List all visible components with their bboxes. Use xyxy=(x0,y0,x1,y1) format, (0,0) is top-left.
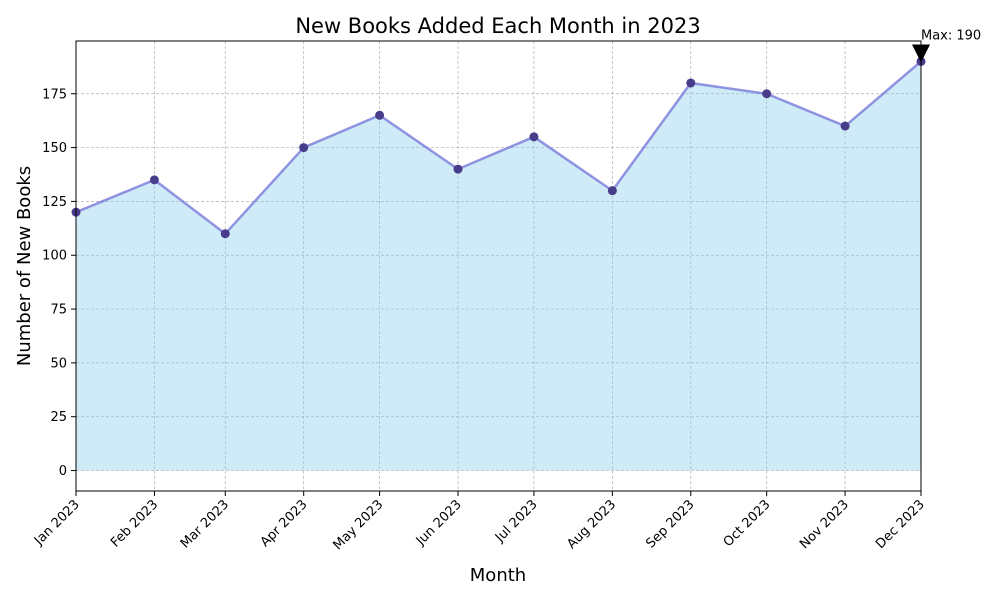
data-point xyxy=(220,229,230,239)
y-axis-ticks: 0 25 50 75 100 125 150 175 xyxy=(42,87,76,479)
y-tick-label: 175 xyxy=(42,87,67,102)
series-line xyxy=(75,60,922,235)
data-point xyxy=(149,175,159,185)
y-tick-label: 25 xyxy=(50,410,67,425)
y-tick-label: 100 xyxy=(42,249,67,264)
annotation-arrow xyxy=(912,44,930,63)
annotation-label: Max: 190 xyxy=(921,28,981,43)
plot-frame xyxy=(75,40,922,492)
area-fill xyxy=(76,61,921,471)
data-point xyxy=(607,186,617,196)
data-point xyxy=(840,121,850,131)
y-tick-label: 150 xyxy=(42,141,67,156)
y-tick-label: 125 xyxy=(42,195,67,210)
x-axis-label: Month xyxy=(470,565,526,586)
y-tick-label: 0 xyxy=(59,464,67,479)
data-point xyxy=(299,143,309,153)
data-point xyxy=(762,89,772,99)
chart-title: New Books Added Each Month in 2023 xyxy=(295,14,700,38)
data-point xyxy=(375,110,385,120)
annotation: Max: 190 xyxy=(912,28,981,63)
data-point xyxy=(529,132,539,142)
y-tick-label: 75 xyxy=(50,303,67,318)
axes-frame xyxy=(75,40,922,492)
line-layer xyxy=(75,60,922,235)
y-axis-label: Number of New Books xyxy=(14,166,35,366)
data-point xyxy=(453,164,463,174)
data-point xyxy=(686,78,696,88)
y-tick-label: 50 xyxy=(50,356,67,371)
area-layer xyxy=(76,61,921,471)
